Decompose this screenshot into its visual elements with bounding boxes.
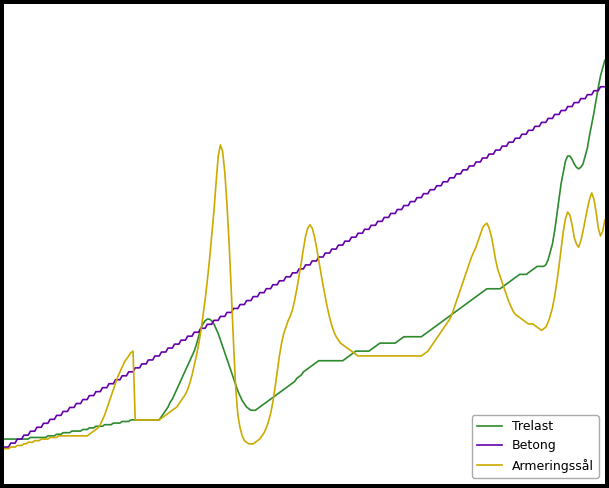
Betong	[1, 444, 8, 450]
Line: Trelast: Trelast	[4, 60, 605, 439]
Armeringssål	[315, 257, 322, 263]
Betong	[79, 397, 86, 403]
Line: Betong: Betong	[4, 87, 605, 447]
Betong	[418, 195, 425, 201]
Trelast	[313, 359, 320, 365]
Armeringssål	[79, 433, 86, 439]
Trelast	[418, 334, 425, 340]
Trelast	[306, 364, 314, 370]
Betong	[601, 84, 608, 90]
Trelast	[601, 57, 608, 63]
Betong	[313, 258, 320, 264]
Armeringssål	[1, 446, 8, 451]
Legend: Trelast, Betong, Armeringssål: Trelast, Betong, Armeringssål	[471, 415, 599, 478]
Armeringssål	[309, 225, 316, 231]
Armeringssål	[225, 241, 233, 247]
Line: Armeringssål: Armeringssål	[4, 145, 605, 448]
Betong	[597, 84, 604, 90]
Armeringssål	[420, 351, 427, 357]
Betong	[359, 230, 366, 236]
Armeringssål	[217, 142, 224, 148]
Trelast	[224, 356, 231, 362]
Trelast	[359, 348, 366, 354]
Armeringssål	[361, 353, 368, 359]
Betong	[224, 309, 231, 315]
Armeringssål	[601, 217, 608, 223]
Trelast	[79, 427, 86, 432]
Betong	[306, 262, 314, 268]
Trelast	[1, 436, 8, 442]
